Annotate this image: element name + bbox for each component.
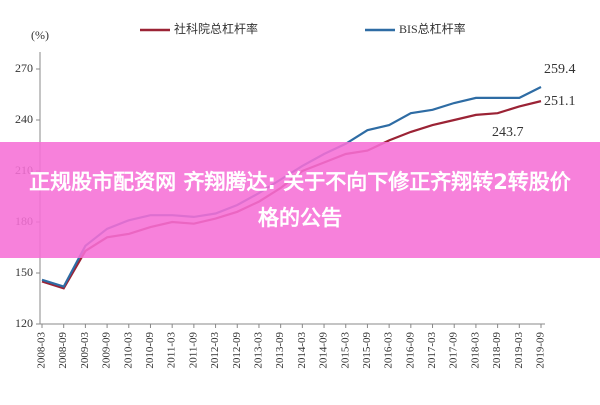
x-tick-label: 2014-03 [296, 332, 308, 369]
x-tick-label: 2009-03 [79, 332, 91, 369]
y-tick-label: 120 [15, 316, 33, 330]
x-tick-label: 2014-09 [318, 332, 330, 369]
x-tick-label: 2015-09 [361, 332, 373, 369]
x-tick-label: 2017-03 [426, 332, 438, 369]
x-tick-label: 2018-09 [491, 332, 503, 369]
x-tick-label: 2010-09 [144, 332, 156, 369]
legend-label: BIS总杠杆率 [399, 21, 466, 36]
x-tick-label: 2012-03 [209, 332, 221, 369]
y-tick-label: 270 [15, 61, 33, 75]
x-tick-label: 2012-09 [231, 332, 243, 369]
x-tick-label: 2008-03 [36, 332, 48, 369]
x-tick-label: 2010-03 [122, 332, 134, 369]
y-tick-label: 150 [15, 265, 33, 279]
x-tick-label: 2015-03 [339, 332, 351, 369]
x-tick-label: 2011-03 [166, 332, 178, 369]
x-tick-label: 2016-09 [404, 332, 416, 369]
x-tick-label: 2008-09 [57, 332, 69, 369]
x-tick-label: 2019-09 [535, 332, 547, 369]
x-tick-label: 2009-09 [101, 332, 113, 369]
legend-label: 社科院总杠杆率 [174, 21, 258, 36]
y-tick-label: 240 [15, 112, 33, 126]
x-tick-label: 2011-09 [187, 332, 199, 369]
banner: 正规股市配资网 齐翔腾达: 关于不向下修正齐翔转2转股价格的公告 [0, 142, 600, 258]
x-tick-label: 2013-09 [274, 332, 286, 369]
banner-text: 正规股市配资网 齐翔腾达: 关于不向下修正齐翔转2转股价格的公告 [29, 170, 571, 230]
x-tick-label: 2019-03 [513, 332, 525, 369]
x-tick-label: 2013-03 [252, 332, 264, 369]
x-tick-label: 2017-09 [448, 332, 460, 369]
x-tick-label: 2018-03 [469, 332, 481, 369]
annotation: 243.7 [492, 125, 524, 140]
annotation: 259.4 [544, 62, 576, 77]
x-tick-label: 2016-03 [383, 332, 395, 369]
annotation: 251.1 [544, 94, 576, 109]
y-axis-label: (%) [31, 28, 49, 42]
